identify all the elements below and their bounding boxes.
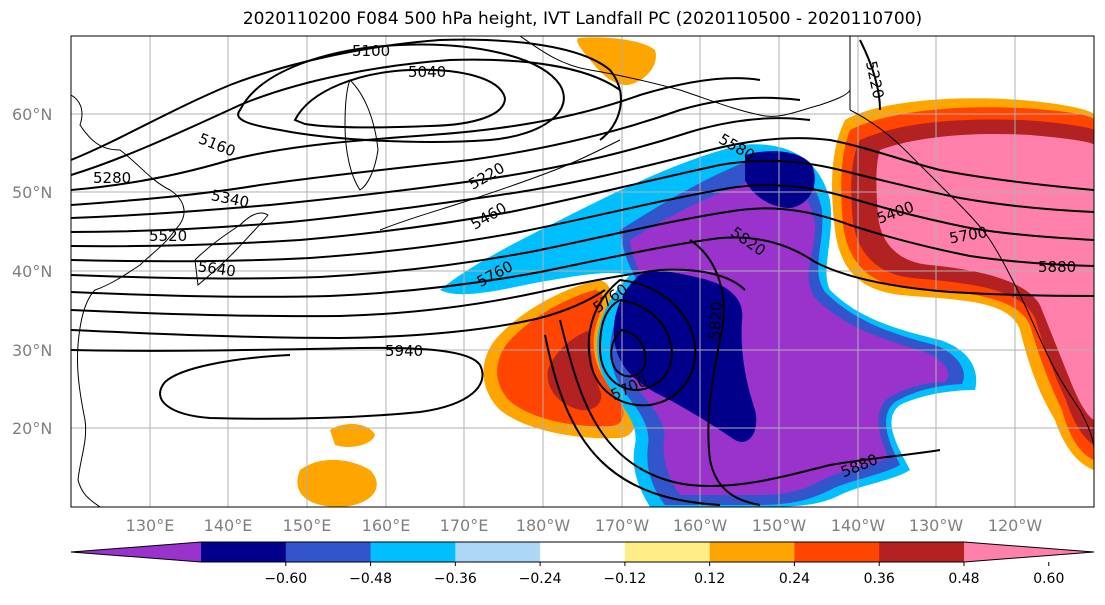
colorbar-extend-high [964,542,1094,562]
coastline-japan [194,212,269,286]
contour-label: 5280 [93,169,131,187]
lon-label: 170°E [440,516,489,535]
colorbar-segment [285,542,372,562]
colorbar: −0.60 −0.48 −0.36 −0.24 −0.12 0.12 0.24 0.36 0.4… [70,541,1095,587]
lon-label: 160°W [673,516,728,535]
lon-label: 170°W [595,516,650,535]
colorbar-tick-label: 0.36 [864,571,895,587]
lon-label: 140°W [831,516,886,535]
lon-label: 120°W [988,516,1043,535]
colorbar-segment [709,542,795,562]
map-title: 2020110200 F084 500 hPa height, IVT Land… [242,9,923,29]
colorbar-extend-low [71,542,201,562]
ivt-positive-peak-northwest-america [876,133,1094,420]
lat-label: 60°N [12,105,52,124]
colorbar-tick-label: −0.48 [349,571,392,587]
contour-label: 5520 [149,227,187,245]
lat-label: 40°N [12,262,52,281]
ivt-negative-blob-north [745,151,815,208]
height-contours [71,38,1094,506]
colorbar-segment [879,542,965,562]
contour-label: 5040 [408,63,446,81]
colorbar-segment [624,542,711,562]
coastline-east-asia [71,94,185,507]
colorbar-tick-label: −0.60 [264,571,307,587]
contour-label: 5820 [705,301,726,340]
contour-label: 5100 [352,42,390,60]
lon-label: 160°E [362,516,411,535]
latitude-labels: 60°N 50°N 40°N 30°N 20°N [12,105,52,438]
lon-label: 180°W [516,516,571,535]
ivt-positive-blob-west-pacific [297,459,377,507]
longitude-labels: 130°E 140°E 150°E 160°E 170°E 180°W 170°… [126,516,1043,535]
colorbar-tick-label: 0.24 [779,571,810,587]
contour-label: 5640 [197,257,237,280]
colorbar-tick-label: −0.36 [434,571,477,587]
ivt-negative-region-core [613,271,757,442]
map-frame [70,35,1095,508]
lon-label: 130°E [126,516,175,535]
colorbar-tick-label: 0.12 [694,571,725,587]
colorbar-tick-label: −0.24 [519,571,562,587]
coastline-kamchatka [344,79,379,191]
coastlines [71,36,1094,507]
colorbar-segment [455,542,541,562]
lat-label: 30°N [12,341,52,360]
colorbar-tick-label: −0.12 [603,571,646,587]
lat-label: 20°N [12,419,52,438]
contour-label: 5940 [385,342,423,360]
contour-label: 5880 [1038,258,1076,276]
lon-label: 130°W [909,516,964,535]
lat-label: 50°N [12,183,52,202]
colorbar-outline [70,541,1095,563]
lon-label: 150°E [283,516,332,535]
colorbar-tick-label: 0.48 [948,571,979,587]
coastline-alaska [519,36,851,117]
lon-label: 150°W [752,516,807,535]
colorbar-segment [540,542,626,562]
coastline-aleutians [379,139,621,231]
colorbar-tick-label: 0.60 [1033,571,1064,587]
ivt-positive-blob-aleutian [577,37,656,86]
coastline-north-america-west [849,109,1094,451]
ivt-positive-blob-east-asia [330,423,375,447]
colorbar-segment [201,542,287,562]
lon-label: 140°E [204,516,253,535]
colorbar-segment [794,542,880,562]
colorbar-segment [370,542,456,562]
